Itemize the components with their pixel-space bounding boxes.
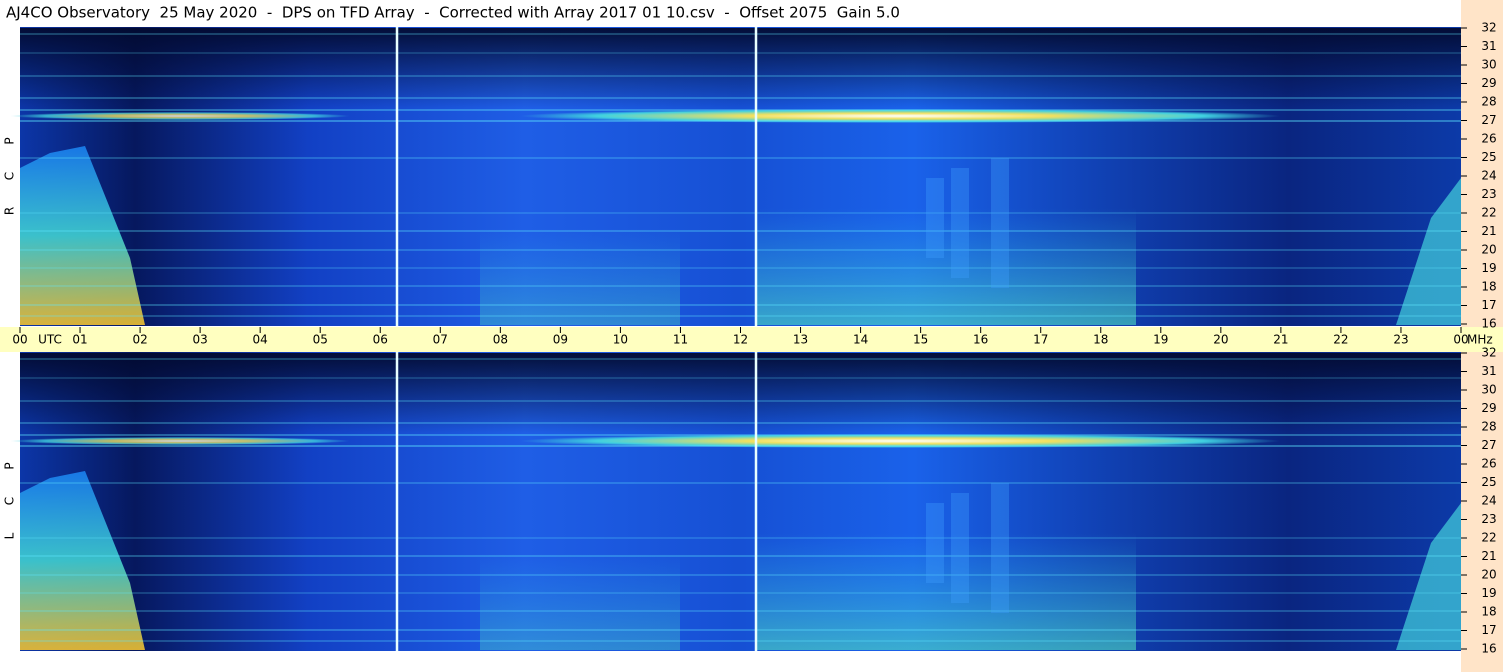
- quiet-band: [20, 353, 1461, 433]
- hour-label: 15: [913, 333, 928, 347]
- polarization-label: C: [3, 497, 17, 505]
- frequency-label: 27: [1481, 438, 1496, 452]
- polarization-label: L: [3, 532, 17, 539]
- frequency-label: 18: [1481, 605, 1496, 619]
- hour-label: 09: [553, 333, 568, 347]
- frequency-label: 22: [1481, 531, 1496, 545]
- frequency-label: 19: [1481, 261, 1496, 275]
- frequency-label: 28: [1481, 95, 1496, 109]
- hour-label: 00: [12, 333, 27, 347]
- hour-label: 14: [853, 333, 868, 347]
- frequency-label: 26: [1481, 457, 1496, 471]
- hour-label: 11: [673, 333, 688, 347]
- frequency-label: 30: [1481, 58, 1496, 72]
- hour-label: 22: [1333, 333, 1348, 347]
- hour-label: 20: [1213, 333, 1228, 347]
- frequency-label: 28: [1481, 420, 1496, 434]
- polarization-label: R: [3, 207, 17, 215]
- low-frequency-glow: [756, 208, 1136, 325]
- frequency-label: 24: [1481, 494, 1496, 508]
- polarization-label: P: [3, 462, 17, 469]
- frequency-label: 32: [1481, 21, 1496, 35]
- frequency-label: 19: [1481, 586, 1496, 600]
- noise-band: [10, 112, 350, 120]
- frequency-label: 30: [1481, 383, 1496, 397]
- frequency-label: 22: [1481, 206, 1496, 220]
- low-frequency-glow: [480, 228, 680, 325]
- frequency-label: 17: [1481, 623, 1496, 637]
- frequency-label: 23: [1481, 512, 1496, 526]
- hour-label: 10: [613, 333, 628, 347]
- hour-label: 16: [973, 333, 988, 347]
- evening-emission: [1396, 178, 1461, 325]
- hour-label: 06: [373, 333, 388, 347]
- low-frequency-glow: [756, 533, 1136, 650]
- noise-band: [520, 434, 1280, 448]
- frequency-label: 31: [1481, 39, 1496, 53]
- time-bar: [0, 327, 1503, 352]
- polarization-label: C: [3, 172, 17, 180]
- hour-label: 01: [72, 333, 87, 347]
- hour-label: 12: [733, 333, 748, 347]
- hour-label: 05: [313, 333, 328, 347]
- hour-label: 08: [493, 333, 508, 347]
- hour-label: 02: [132, 333, 147, 347]
- evening-emission: [1396, 503, 1461, 650]
- frequency-label: 18: [1481, 280, 1496, 294]
- hour-label: 04: [253, 333, 268, 347]
- morning-emission: [20, 146, 145, 325]
- frequency-label: 25: [1481, 150, 1496, 164]
- frequency-label: 29: [1481, 401, 1496, 415]
- frequency-label: 17: [1481, 298, 1496, 312]
- unit-label: MHz: [1467, 333, 1493, 347]
- frequency-label: 20: [1481, 243, 1496, 257]
- frequency-label: 16: [1481, 317, 1496, 331]
- frequency-label: 20: [1481, 568, 1496, 582]
- hour-label: 13: [793, 333, 808, 347]
- hour-label: 07: [433, 333, 448, 347]
- time-zone-label: UTC: [38, 333, 62, 347]
- frequency-label: 21: [1481, 224, 1496, 238]
- hour-label: 18: [1093, 333, 1108, 347]
- frequency-label: 25: [1481, 475, 1496, 489]
- hour-label: 23: [1393, 333, 1408, 347]
- noise-band: [520, 109, 1280, 123]
- spectrogram-panel: P C L 32 31 30 29 28 27 26 25 24 23 22 21 20 19 18 17 16: [3, 346, 1497, 656]
- hour-label: 17: [1033, 333, 1048, 347]
- frequency-label: 31: [1481, 364, 1496, 378]
- hour-label: 19: [1153, 333, 1168, 347]
- frequency-label: 27: [1481, 113, 1496, 127]
- noise-band: [10, 437, 350, 445]
- low-frequency-glow: [480, 553, 680, 650]
- window-title: AJ4CO Observatory 25 May 2020 - DPS on T…: [6, 4, 900, 22]
- morning-emission: [20, 471, 145, 650]
- frequency-label: 26: [1481, 132, 1496, 146]
- title-bar: [0, 0, 1503, 27]
- panels: P C R 32 31 30 29 28 27 26 25 24 23 22 21 20 19 18 17 16 P C L…: [3, 21, 1497, 656]
- hour-label: 00: [1453, 333, 1468, 347]
- hour-label: 21: [1273, 333, 1288, 347]
- polarization-label: P: [3, 137, 17, 144]
- frequency-label: 16: [1481, 642, 1496, 656]
- frequency-label: 32: [1481, 346, 1496, 360]
- frequency-label: 21: [1481, 549, 1496, 563]
- spectrogram-panel: P C R 32 31 30 29 28 27 26 25 24 23 22 21 20 19 18 17 16: [3, 21, 1497, 331]
- quiet-band: [20, 28, 1461, 108]
- frequency-label: 23: [1481, 187, 1496, 201]
- frequency-label: 29: [1481, 76, 1496, 90]
- hour-label: 03: [192, 333, 207, 347]
- frequency-label: 24: [1481, 169, 1496, 183]
